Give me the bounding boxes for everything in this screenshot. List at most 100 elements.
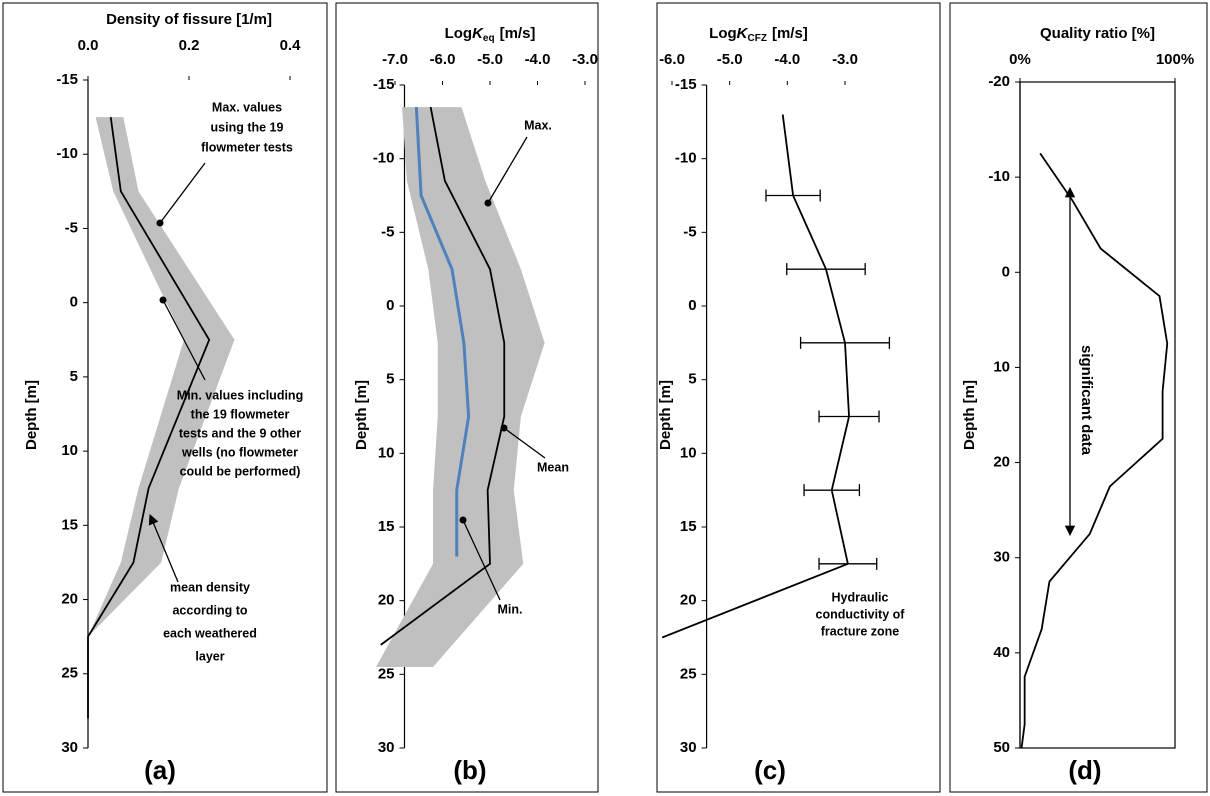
y-tick-label: -15 [373, 76, 395, 93]
panel-label: (d) [1068, 755, 1101, 785]
annotation: could be performed) [180, 464, 301, 478]
annotation-dot [156, 219, 164, 227]
y-axis-title: Depth [m] [23, 380, 40, 450]
x-tick-label: 0.4 [280, 37, 302, 54]
x-tick-label: -3.0 [572, 51, 598, 68]
y-tick-label: 15 [680, 518, 697, 535]
annotation-dot [159, 296, 167, 304]
y-tick-label: -15 [675, 76, 697, 93]
annotation: Mean [537, 460, 569, 474]
x-tick-label: -5.0 [477, 51, 503, 68]
panel-border [335, 2, 599, 793]
y-tick-label: 10 [993, 358, 1010, 375]
y-axis-title: Depth [m] [961, 380, 978, 450]
y-tick-label: 20 [680, 592, 697, 609]
leader-line [462, 519, 501, 601]
x-axis-title: Density of fissure [1/m] [106, 11, 272, 28]
annotation: Hydraulic [832, 590, 889, 604]
y-tick-label: 0 [70, 294, 78, 311]
y-tick-label: -20 [988, 73, 1010, 90]
y-tick-label: 10 [61, 442, 78, 459]
data-line [87, 116, 211, 719]
y-tick-label: 30 [680, 739, 697, 756]
annotation: according to [172, 603, 247, 617]
plot-frame [1019, 81, 1176, 749]
x-title-symbol: K [737, 25, 749, 42]
y-tick-label: 30 [378, 739, 395, 756]
x-title-prefix: Log [709, 25, 737, 42]
leader-line [162, 299, 206, 381]
annotation: Min. values including [177, 388, 303, 402]
y-tick-label: 25 [680, 665, 697, 682]
y-tick-label: -10 [56, 145, 78, 162]
y-tick-label: 20 [993, 454, 1010, 471]
y-tick-label: 50 [993, 739, 1010, 756]
panel-label: (b) [453, 755, 486, 785]
x-tick-label: -6.0 [430, 51, 456, 68]
panel-border [949, 2, 1208, 793]
annotation: fracture zone [821, 624, 900, 638]
y-tick-label: 10 [680, 444, 697, 461]
leader-line [503, 427, 546, 459]
data-line [380, 106, 506, 646]
y-tick-label: 40 [993, 644, 1010, 661]
y-axis-title: Depth [m] [657, 380, 674, 450]
y-tick-label: -15 [56, 71, 78, 88]
y-tick-label: 0 [386, 297, 394, 314]
error-bar [818, 557, 878, 570]
x-title-subscript: CFZ [748, 33, 767, 44]
x-tick-label: 100% [1156, 51, 1194, 68]
y-tick-label: 25 [61, 665, 78, 682]
y-tick-label: -5 [683, 223, 696, 240]
y-axis-title: Depth [m] [353, 380, 370, 450]
x-axis-title: LogKCFZ [m/s] [709, 25, 808, 44]
x-tick-label: -7.0 [382, 51, 408, 68]
y-tick-label: -10 [373, 150, 395, 167]
x-title-subscript: eq [483, 33, 495, 44]
annotation: layer [195, 649, 224, 663]
leader-line [148, 514, 179, 583]
annotation: significant data [1078, 345, 1095, 456]
annotation: using the 19 [211, 120, 284, 134]
x-tick-label: 0.0 [78, 37, 99, 54]
y-tick-label: 20 [378, 592, 395, 609]
y-tick-label: -10 [675, 150, 697, 167]
annotation: tests and the 9 other [179, 426, 301, 440]
data-line [414, 107, 471, 557]
y-tick-label: 10 [378, 444, 395, 461]
y-tick-label: 5 [70, 368, 78, 385]
y-tick-label: 5 [688, 371, 696, 388]
panel-border [2, 2, 328, 793]
error-bar [803, 484, 861, 497]
x-tick-label: -5.0 [717, 51, 743, 68]
y-tick-label: 0 [1002, 263, 1010, 280]
leader-line [159, 162, 206, 224]
y-tick-label: 15 [378, 518, 395, 535]
annotation: mean density [170, 580, 250, 594]
annotation-dot [484, 199, 492, 207]
y-tick-label: 20 [61, 591, 78, 608]
x-tick-label: -4.0 [774, 51, 800, 68]
annotation: Min. [498, 602, 523, 616]
annotation: flowmeter tests [201, 140, 293, 154]
x-axis-title: LogKeq [m/s] [445, 25, 536, 44]
x-title-unit: [m/s] [772, 25, 808, 42]
annotation: Max. values [212, 100, 282, 114]
x-title-prefix: Log [445, 25, 473, 42]
x-tick-label: -4.0 [525, 51, 551, 68]
x-axis-title: Quality ratio [%] [1040, 25, 1155, 42]
error-bar [765, 189, 821, 202]
min-max-band [376, 107, 545, 667]
x-title-unit: [m/s] [500, 25, 536, 42]
y-tick-label: 5 [386, 371, 394, 388]
annotation-dot [500, 424, 508, 432]
annotation: conductivity of [816, 607, 906, 621]
leader-line [487, 136, 528, 204]
error-bar [799, 336, 891, 349]
x-tick-label: -6.0 [659, 51, 685, 68]
annotation: wells (no flowmeter [181, 445, 298, 459]
x-tick-label: 0.2 [179, 37, 200, 54]
annotation-dot [459, 516, 467, 524]
error-bar [818, 410, 880, 423]
